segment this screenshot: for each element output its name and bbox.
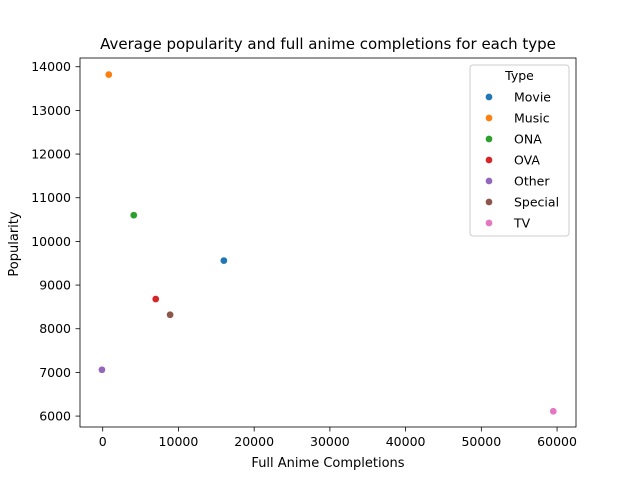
y-tick-label: 13000 xyxy=(31,103,71,118)
legend-marker-other xyxy=(485,177,493,185)
legend-label-movie: Movie xyxy=(514,90,551,105)
x-tick-label: 20000 xyxy=(234,434,274,449)
legend-marker-music xyxy=(485,114,493,122)
data-point-other xyxy=(98,365,106,374)
y-tick-label: 14000 xyxy=(31,59,71,74)
legend: Type Movie Music ONA OVA Other Special TV xyxy=(469,64,570,237)
y-tick-label: 9000 xyxy=(39,278,71,293)
legend-marker-movie xyxy=(485,93,493,101)
x-tick-label: 40000 xyxy=(386,434,426,449)
legend-label-special: Special xyxy=(514,195,559,210)
data-point-ona xyxy=(129,211,138,220)
data-point-movie xyxy=(220,256,228,265)
y-tick-label: 10000 xyxy=(31,234,71,249)
x-tick-label: 0 xyxy=(99,434,107,449)
legend-title: Type xyxy=(504,68,534,83)
y-tick-label: 7000 xyxy=(39,365,71,380)
legend-marker-tv xyxy=(485,219,493,227)
axes-frame xyxy=(79,57,577,428)
x-tick-label: 60000 xyxy=(537,434,577,449)
data-point-tv xyxy=(549,407,558,416)
legend-label-ova: OVA xyxy=(514,153,540,168)
legend-label-ona: ONA xyxy=(514,132,542,147)
legend-marker-ona xyxy=(485,135,493,143)
x-tick-label: 10000 xyxy=(159,434,199,449)
data-point-special xyxy=(166,310,174,319)
legend-label-music: Music xyxy=(514,111,550,126)
x-tick-label: 50000 xyxy=(461,434,501,449)
y-tick-label: 11000 xyxy=(31,190,71,205)
data-point-music xyxy=(104,70,113,79)
x-tick-label: 30000 xyxy=(310,434,350,449)
y-tick-label: 6000 xyxy=(39,409,71,424)
plot-area: 0 10000 20000 30000 40000 50000 60000 6000 7000 8… xyxy=(31,57,577,449)
y-axis-title: Popularity xyxy=(7,211,22,276)
legend-marker-special xyxy=(485,198,493,206)
legend-box xyxy=(469,64,570,237)
data-point-ova xyxy=(151,295,160,303)
legend-marker-ova xyxy=(485,156,493,164)
chart-title: Average popularity and full anime comple… xyxy=(100,35,556,53)
legend-label-other: Other xyxy=(514,174,550,189)
legend-label-tv: TV xyxy=(513,216,531,231)
x-axis-title: Full Anime Completions xyxy=(251,456,404,471)
y-tick-label: 8000 xyxy=(39,321,71,336)
y-tick-label: 12000 xyxy=(31,147,71,162)
